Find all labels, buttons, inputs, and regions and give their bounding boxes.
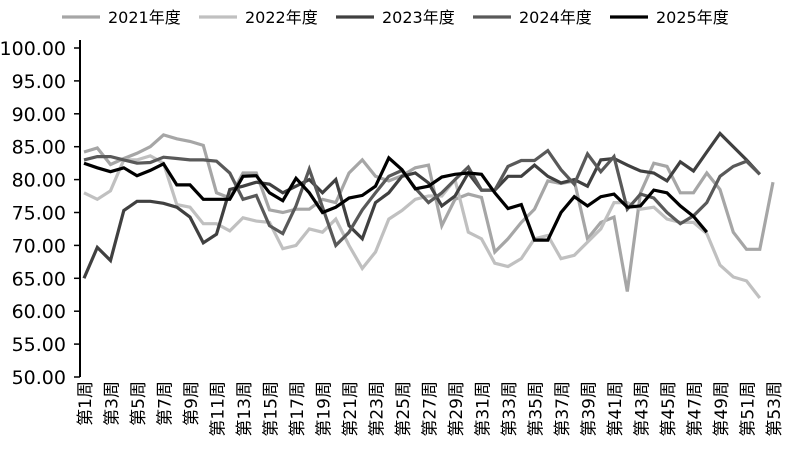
legend-label: 2021年度 [108,8,181,27]
x-tick-label: 第27周 [421,381,441,437]
x-tick-label: 第41周 [606,381,626,437]
x-tick-label: 第19周 [315,381,335,437]
x-tick-label: 第21周 [341,381,361,437]
legend-label: 2024年度 [519,8,592,27]
series-line-2023年度 [82,131,761,279]
x-tick-label: 第1周 [76,381,96,426]
x-tick-label: 第45周 [659,381,679,437]
y-tick-label: 65.00 [12,268,66,290]
legend-label: 2023年度 [382,8,455,27]
y-tick-label: 60.00 [12,301,66,323]
legend-label: 2025年度 [656,8,729,27]
x-tick-label: 第35周 [527,381,547,437]
y-tick-label: 100.00 [0,38,66,60]
x-tick-label: 第3周 [103,381,123,426]
y-tick-label: 85.00 [12,137,66,159]
x-tick-label: 第5周 [129,381,149,426]
series-line-2021年度 [83,133,775,292]
y-tick-label: 90.00 [12,104,66,126]
x-tick-label: 第49周 [712,381,732,437]
x-tick-label: 第17周 [288,381,308,437]
y-tick-label: 95.00 [12,71,66,93]
x-tick-label: 第47周 [686,381,706,437]
y-tick-label: 80.00 [12,170,66,192]
x-tick-label: 第51周 [739,381,759,437]
series-line-2025年度 [83,155,709,242]
x-tick-label: 第25周 [394,381,414,437]
x-tick-label: 第11周 [209,381,229,437]
x-tick-label: 第39周 [580,381,600,437]
x-tick-label: 第33周 [500,381,520,437]
x-tick-label: 第37周 [553,381,573,437]
y-tick-label: 75.00 [12,203,66,225]
legend-label: 2022年度 [245,8,318,27]
x-tick-label: 第15周 [262,381,282,437]
x-tick-label: 第9周 [182,381,202,426]
x-tick-label: 第13周 [235,381,255,437]
x-tick-label: 第29周 [447,381,467,437]
y-tick-label: 70.00 [12,235,66,257]
x-tick-label: 第23周 [368,381,388,437]
x-tick-label: 第31周 [474,381,494,437]
x-tick-label: 第7周 [156,381,176,426]
y-tick-label: 55.00 [12,334,66,356]
x-tick-label: 第43周 [633,381,653,437]
x-tick-label: 第53周 [765,381,785,437]
y-tick-label: 50.00 [12,367,66,389]
